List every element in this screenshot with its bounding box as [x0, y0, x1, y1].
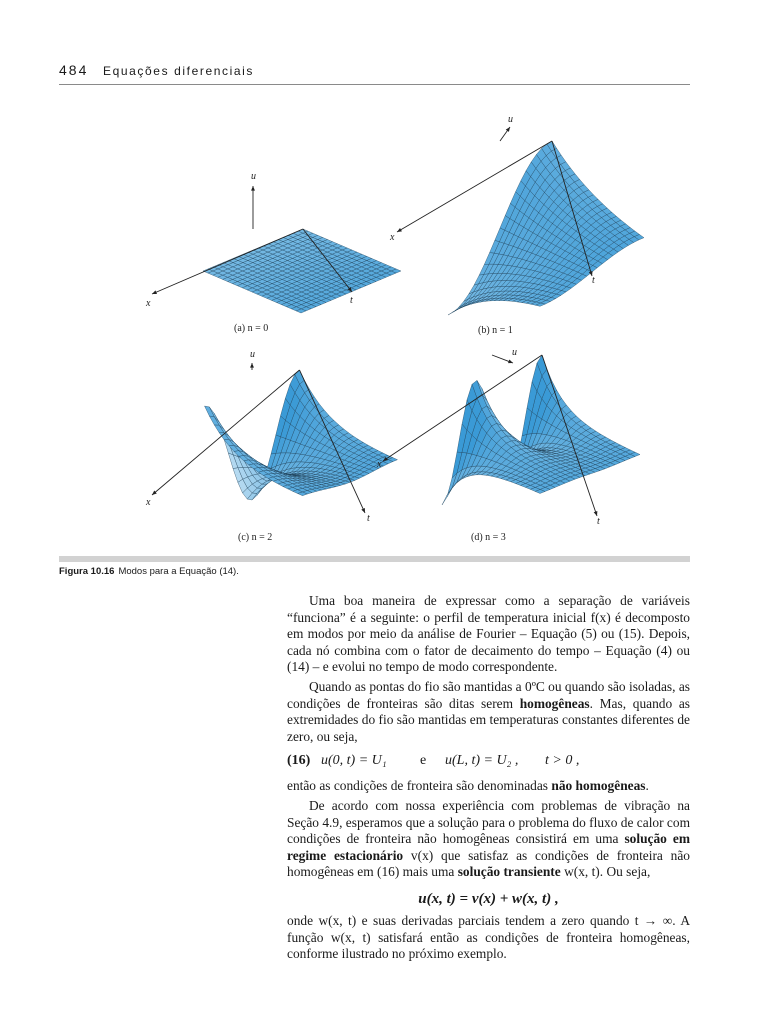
paragraph-4: De acordo com nossa experiência com prob… — [287, 798, 690, 881]
panel-label: (d) n = 3 — [471, 532, 506, 543]
text-run: v(x) que satisfaz as condições de fronte… — [287, 847, 690, 880]
text-run: então as condições de fronteira são deno… — [287, 778, 552, 794]
paragraph-2: Quando as pontas do fio são mantidas a 0… — [287, 679, 690, 745]
axis-label-u: u — [508, 114, 513, 125]
equation-16: (16) u(0, t) = U₁ e u(L, t) = U₂ , t > 0… — [287, 751, 690, 776]
term-nao-homogeneas: não homogêneas — [551, 778, 646, 794]
paragraph-3: então as condições de fronteira são deno… — [287, 778, 690, 795]
axis-label-u: u — [250, 349, 255, 360]
axis-u-arrowhead — [251, 186, 255, 191]
mesh-cell — [447, 309, 458, 316]
equation-conjunction: e — [420, 753, 427, 769]
surface-mesh-n1 — [447, 140, 645, 316]
figure-10-16: u x t (a) n = 0 u x t (b) n = 1 u x t (c… — [145, 114, 645, 543]
axis-t — [551, 140, 593, 277]
page-number: 484 — [59, 62, 89, 78]
panel-a: u x t (a) n = 0 — [145, 171, 402, 334]
equation-number: (16) — [287, 753, 311, 769]
mesh-cell — [204, 405, 215, 417]
surface-mesh-n3 — [441, 354, 641, 506]
mesh-cell — [441, 488, 453, 506]
panel-b: u x t (b) n = 1 — [389, 114, 645, 336]
caption-text: Modos para a Equação (14). — [118, 566, 239, 577]
axis-x-arrowhead — [383, 456, 388, 461]
panel-label: (a) n = 0 — [234, 323, 268, 334]
axis-label-x: x — [376, 459, 382, 470]
paragraph-5: onde w(x, t) e suas derivadas parciais t… — [287, 912, 690, 962]
text-run: Quando as pontas do fio são mantidas a 0… — [287, 678, 690, 711]
term-solucao-transiente: solução transiente — [457, 864, 561, 880]
axis-label-t: t — [597, 516, 600, 527]
axis-x — [151, 228, 304, 295]
text-run: . — [645, 778, 649, 794]
axis-label-t: t — [367, 513, 370, 524]
equation-left: u(0, t) = U₁ — [321, 753, 387, 769]
text-run: . Mas, quando as extremidades do fio são… — [287, 695, 690, 744]
running-head: 484 Equações diferenciais — [59, 60, 690, 85]
body-text: Uma boa maneira de expressar como a sepa… — [287, 593, 690, 963]
axis-x-arrowhead — [152, 490, 157, 495]
axis-u-arrowhead — [508, 359, 513, 364]
surface-mesh-n2 — [204, 369, 398, 501]
figure-caption: Figura 10.16 Modos para a Equação (14). — [59, 566, 239, 577]
equation-decomposition: u(x, t) = v(x) + w(x, t) , — [418, 890, 559, 907]
axis-label-t: t — [592, 275, 595, 286]
axis-t-arrowhead — [588, 271, 593, 276]
axis-label-t: t — [350, 295, 353, 306]
term-regime-estacionario: solução em regime estacionário — [287, 831, 690, 863]
axis-t-arrowhead — [593, 511, 598, 516]
panel-d: u x t (d) n = 3 — [376, 347, 641, 543]
axis-x-arrowhead — [397, 227, 402, 232]
axis-t — [302, 228, 353, 293]
chapter-title: Equações diferenciais — [103, 64, 255, 78]
axis-t-arrowhead — [361, 508, 365, 513]
panel-c: u x t (c) n = 2 — [145, 349, 398, 543]
panel-label: (b) n = 1 — [478, 325, 513, 336]
axis-t — [299, 369, 366, 514]
caption-label: Figura 10.16 — [59, 566, 115, 577]
panel-label: (c) n = 2 — [238, 532, 272, 543]
text-run: De acordo com nossa experiência com prob… — [287, 797, 690, 847]
mesh-cell — [202, 268, 214, 274]
caption-bar — [59, 556, 690, 562]
paragraph-1: Uma boa maneira de expressar como a sepa… — [287, 593, 690, 675]
equation-right: u(L, t) = U₂ , — [445, 753, 519, 769]
axis-label-u: u — [512, 347, 517, 358]
axis-x — [382, 354, 543, 462]
text-run: w(x, t). Ou seja, — [560, 864, 651, 880]
axis-x — [396, 140, 553, 233]
axis-label-u: u — [251, 171, 256, 182]
term-homogeneas: homogêneas — [519, 695, 590, 711]
axis-x — [151, 369, 300, 496]
axis-t — [541, 354, 598, 517]
axis-u-arrowhead — [505, 127, 510, 132]
axis-t-arrowhead — [347, 287, 352, 292]
surface-mesh-n0 — [202, 228, 402, 314]
axis-x-arrowhead — [152, 290, 157, 294]
equation-condition: t > 0 , — [545, 753, 580, 769]
axis-u-arrowhead — [250, 363, 254, 368]
axis-label-x: x — [389, 232, 395, 243]
axis-label-x: x — [145, 298, 151, 309]
axis-label-x: x — [145, 497, 151, 508]
